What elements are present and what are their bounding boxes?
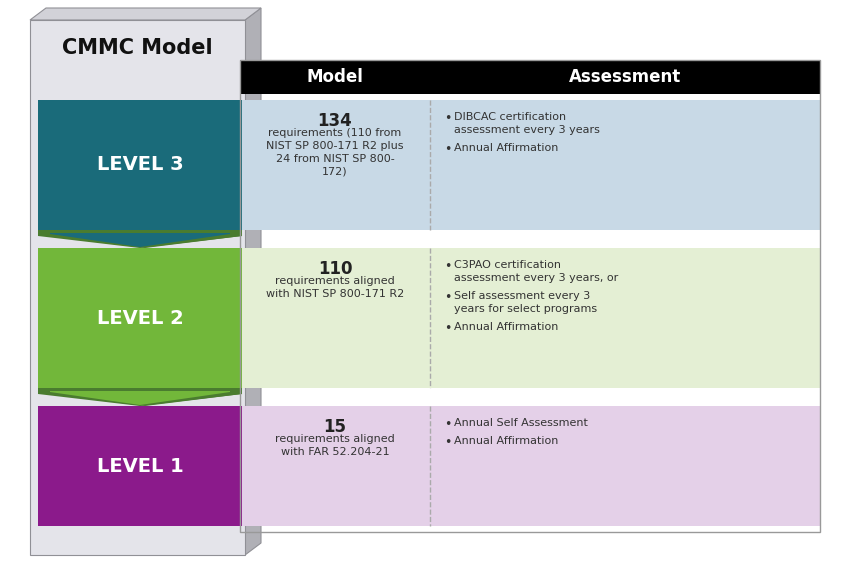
Text: LEVEL 3: LEVEL 3 (97, 156, 183, 174)
Bar (30, 20, 245, 555)
Text: Assessment: Assessment (569, 68, 681, 86)
Text: Annual Affirmation: Annual Affirmation (454, 322, 558, 332)
Text: requirements (110 from
NIST SP 800-171 R2 plus
24 from NIST SP 800-
172): requirements (110 from NIST SP 800-171 R… (267, 128, 404, 176)
Bar (38, 248, 242, 388)
Text: Self assessment every 3
years for select programs: Self assessment every 3 years for select… (454, 291, 597, 314)
Bar (38, 100, 242, 230)
Text: Annual Self Assessment: Annual Self Assessment (454, 418, 588, 428)
Text: requirements aligned
with NIST SP 800-171 R2: requirements aligned with NIST SP 800-17… (266, 276, 405, 299)
Bar (430, 60, 820, 94)
Text: C3PAO certification
assessment every 3 years, or: C3PAO certification assessment every 3 y… (454, 260, 618, 283)
Text: 110: 110 (318, 260, 352, 278)
Text: LEVEL 1: LEVEL 1 (97, 456, 183, 475)
Polygon shape (50, 391, 230, 405)
Text: Model: Model (307, 68, 363, 86)
Bar (430, 248, 820, 388)
Text: •: • (444, 112, 452, 125)
Bar (240, 100, 430, 230)
Bar (430, 406, 820, 526)
Text: •: • (444, 436, 452, 449)
Text: Annual Affirmation: Annual Affirmation (454, 436, 558, 446)
Polygon shape (38, 230, 242, 248)
Polygon shape (30, 8, 261, 20)
Bar (240, 60, 430, 94)
Text: CMMC Model: CMMC Model (62, 38, 213, 58)
Text: •: • (444, 143, 452, 156)
Polygon shape (38, 388, 242, 406)
Text: •: • (444, 291, 452, 304)
Polygon shape (245, 8, 261, 555)
Text: •: • (444, 322, 452, 335)
Bar (430, 100, 820, 230)
Bar (240, 248, 430, 388)
Text: 134: 134 (318, 112, 352, 130)
Text: •: • (444, 418, 452, 431)
Text: •: • (444, 260, 452, 273)
Text: Annual Affirmation: Annual Affirmation (454, 143, 558, 153)
Bar (240, 60, 820, 532)
Text: LEVEL 2: LEVEL 2 (97, 308, 183, 328)
Bar (240, 406, 430, 526)
Bar (38, 406, 242, 526)
Text: requirements aligned
with FAR 52.204-21: requirements aligned with FAR 52.204-21 (275, 434, 395, 457)
Polygon shape (48, 388, 242, 406)
Polygon shape (48, 230, 242, 248)
Polygon shape (50, 233, 230, 247)
Text: 15: 15 (324, 418, 346, 436)
Text: DIBCAC certification
assessment every 3 years: DIBCAC certification assessment every 3 … (454, 112, 600, 135)
